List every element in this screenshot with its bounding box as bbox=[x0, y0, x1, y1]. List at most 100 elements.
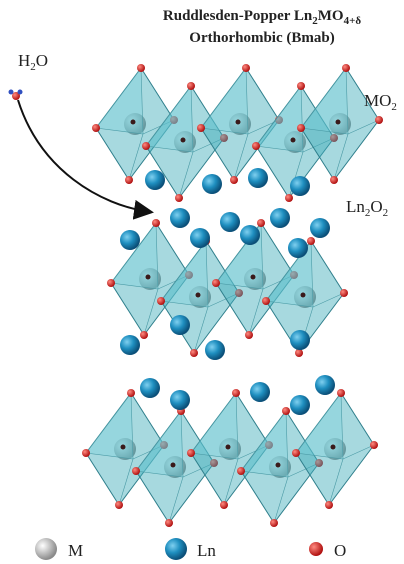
o-atom bbox=[307, 237, 315, 245]
ln-atom bbox=[290, 330, 310, 350]
label-text: O bbox=[370, 197, 382, 216]
center-dot bbox=[225, 444, 231, 450]
octahedron-edge bbox=[328, 458, 344, 506]
ln-atom bbox=[120, 230, 140, 250]
o-atom bbox=[270, 519, 278, 527]
m-atom bbox=[139, 268, 161, 290]
ln-atom bbox=[140, 378, 160, 398]
legend-label: Ln bbox=[197, 541, 216, 560]
m-atom bbox=[329, 113, 351, 135]
octahedron-edge bbox=[237, 444, 270, 460]
octahedron-edge bbox=[143, 288, 159, 336]
crystal-structure bbox=[82, 64, 383, 527]
title-text: MO bbox=[318, 8, 344, 24]
octahedron-face bbox=[265, 240, 314, 308]
center-dot bbox=[130, 119, 136, 125]
m-atom bbox=[189, 286, 211, 308]
octahedron-edge bbox=[262, 274, 295, 290]
octahedron-edge bbox=[193, 306, 209, 354]
o-atom bbox=[375, 116, 383, 124]
legend: M Ln O bbox=[35, 538, 346, 560]
octahedron-edge bbox=[223, 458, 239, 506]
ln-atom bbox=[220, 212, 240, 232]
ln-atom bbox=[120, 335, 140, 355]
label-sub: 2 bbox=[365, 207, 371, 219]
water-label: H2O bbox=[18, 51, 48, 73]
label-text: O bbox=[36, 51, 48, 70]
o-atom bbox=[285, 194, 293, 202]
o-atom bbox=[170, 116, 178, 124]
o-atom bbox=[115, 501, 123, 509]
label-text: MO bbox=[364, 91, 391, 110]
octahedron-edge bbox=[302, 137, 335, 153]
o-atom bbox=[342, 64, 350, 72]
m-atom bbox=[244, 268, 266, 290]
o-atom bbox=[295, 349, 303, 357]
ln2o2-label: Ln2O2 bbox=[346, 197, 388, 219]
octahedron-edge bbox=[128, 133, 144, 181]
ln-atom bbox=[250, 382, 270, 402]
octahedron-edge bbox=[132, 444, 165, 460]
o-atom bbox=[257, 219, 265, 227]
ln-atom bbox=[248, 168, 268, 188]
o-atom bbox=[232, 389, 240, 397]
o-atom bbox=[245, 331, 253, 339]
o-atom bbox=[370, 441, 378, 449]
octahedron-face bbox=[145, 85, 194, 153]
m-atom bbox=[229, 113, 251, 135]
octahedron-face bbox=[240, 410, 289, 478]
o-atom bbox=[220, 134, 228, 142]
center-dot bbox=[235, 119, 241, 125]
octahedron-edge bbox=[312, 292, 345, 308]
water-molecule bbox=[8, 89, 23, 100]
label-text: H bbox=[18, 51, 30, 70]
center-dot bbox=[300, 292, 306, 298]
ln-atom bbox=[288, 238, 308, 258]
octahedron-face bbox=[295, 392, 344, 460]
ln-atom bbox=[290, 395, 310, 415]
m-atom bbox=[269, 456, 291, 478]
o-atom bbox=[262, 297, 270, 305]
center-dot bbox=[170, 462, 176, 468]
ln-atom bbox=[205, 340, 225, 360]
o-atom bbox=[340, 289, 348, 297]
o-atom bbox=[337, 389, 345, 397]
center-dot bbox=[120, 444, 126, 450]
adsorption-arrow bbox=[17, 99, 154, 220]
o-atom bbox=[197, 124, 205, 132]
octahedron-edge bbox=[142, 119, 175, 135]
o-atom bbox=[282, 407, 290, 415]
ln-atom bbox=[290, 176, 310, 196]
octahedron-edge bbox=[342, 444, 375, 460]
center-dot bbox=[275, 462, 281, 468]
title-sub: 4+δ bbox=[344, 15, 362, 27]
o-atom bbox=[297, 82, 305, 90]
octahedron-edge bbox=[248, 288, 264, 336]
m-atom bbox=[174, 131, 196, 153]
legend-label: M bbox=[68, 541, 83, 560]
octahedron-edge bbox=[233, 133, 249, 181]
o-atom bbox=[237, 467, 245, 475]
octahedron-edge bbox=[273, 476, 289, 524]
o-atom bbox=[127, 389, 135, 397]
o-atom bbox=[230, 176, 238, 184]
legend-m-icon bbox=[35, 538, 57, 560]
o-atom bbox=[187, 449, 195, 457]
octahedron-edge bbox=[333, 133, 349, 181]
o-atom bbox=[185, 271, 193, 279]
o-atom bbox=[142, 142, 150, 150]
o-atom bbox=[212, 279, 220, 287]
center-dot bbox=[145, 274, 151, 280]
o-atom bbox=[210, 459, 218, 467]
o-atom bbox=[175, 194, 183, 202]
o-atom bbox=[235, 289, 243, 297]
octahedron-face bbox=[85, 392, 134, 460]
m-atom bbox=[219, 438, 241, 460]
ln-atom bbox=[310, 218, 330, 238]
octahedron-edge bbox=[157, 274, 190, 290]
ln-atom bbox=[315, 375, 335, 395]
label-sub: 2 bbox=[383, 207, 389, 219]
legend-label: O bbox=[334, 541, 346, 560]
o-atom bbox=[242, 64, 250, 72]
